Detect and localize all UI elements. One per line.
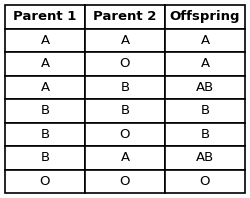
Bar bbox=[5, 29, 85, 52]
Bar bbox=[85, 146, 165, 169]
Bar bbox=[5, 169, 85, 193]
Text: B: B bbox=[200, 128, 209, 141]
Text: B: B bbox=[40, 104, 50, 117]
Text: AB: AB bbox=[196, 151, 214, 164]
Bar bbox=[165, 5, 245, 29]
Text: A: A bbox=[40, 34, 50, 47]
Bar bbox=[85, 75, 165, 99]
Bar bbox=[5, 52, 85, 75]
Text: A: A bbox=[120, 34, 130, 47]
Bar bbox=[85, 123, 165, 146]
Text: A: A bbox=[120, 151, 130, 164]
Bar bbox=[85, 169, 165, 193]
Bar bbox=[165, 169, 245, 193]
Text: B: B bbox=[40, 128, 50, 141]
Text: O: O bbox=[200, 175, 210, 188]
Bar bbox=[85, 52, 165, 75]
Text: Offspring: Offspring bbox=[170, 10, 240, 23]
Bar bbox=[5, 123, 85, 146]
Bar bbox=[5, 146, 85, 169]
Text: O: O bbox=[40, 175, 50, 188]
Bar bbox=[5, 99, 85, 123]
Bar bbox=[165, 29, 245, 52]
Bar bbox=[165, 123, 245, 146]
Text: B: B bbox=[200, 104, 209, 117]
Text: B: B bbox=[120, 81, 130, 94]
Text: B: B bbox=[40, 151, 50, 164]
Bar bbox=[165, 75, 245, 99]
Bar bbox=[5, 75, 85, 99]
Bar bbox=[165, 52, 245, 75]
Bar bbox=[5, 5, 85, 29]
Text: O: O bbox=[120, 57, 130, 70]
Text: Parent 2: Parent 2 bbox=[93, 10, 157, 23]
Bar bbox=[85, 99, 165, 123]
Text: A: A bbox=[40, 81, 50, 94]
Text: AB: AB bbox=[196, 81, 214, 94]
Text: O: O bbox=[120, 175, 130, 188]
Bar bbox=[165, 99, 245, 123]
Text: A: A bbox=[200, 57, 209, 70]
Text: A: A bbox=[40, 57, 50, 70]
Text: B: B bbox=[120, 104, 130, 117]
Bar bbox=[165, 146, 245, 169]
Text: Parent 1: Parent 1 bbox=[13, 10, 77, 23]
Text: A: A bbox=[200, 34, 209, 47]
Bar bbox=[85, 29, 165, 52]
Bar bbox=[85, 5, 165, 29]
Text: O: O bbox=[120, 128, 130, 141]
